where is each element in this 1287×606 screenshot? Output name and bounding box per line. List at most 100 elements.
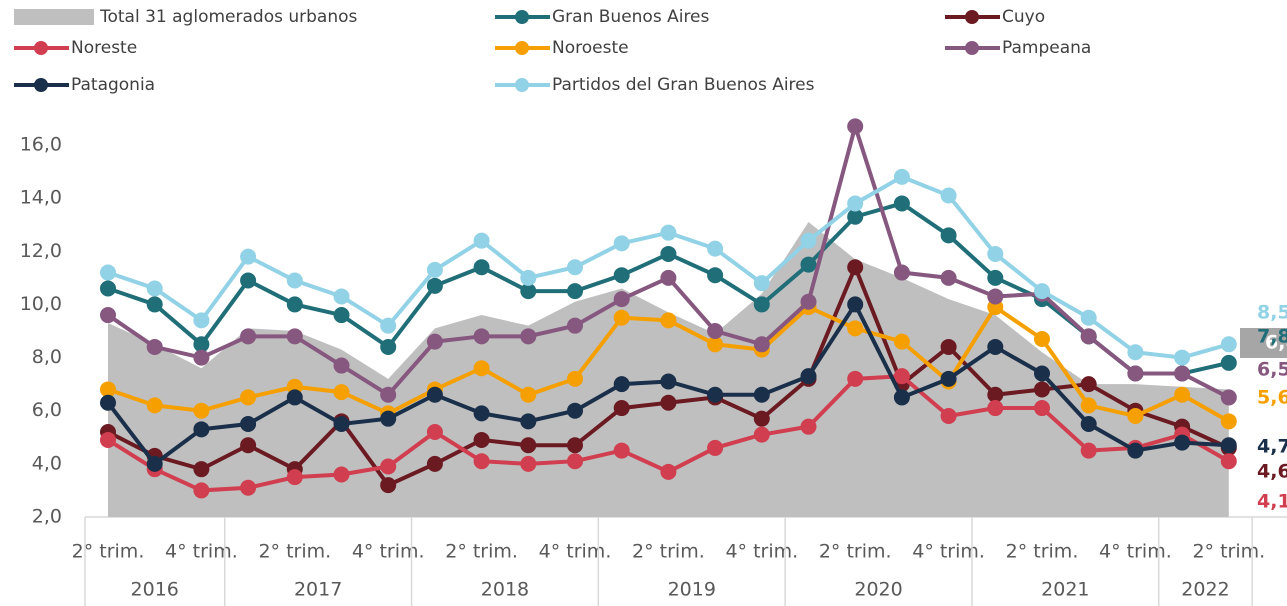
point (613, 442, 630, 459)
legend-label: Noroeste (552, 38, 629, 58)
point (520, 413, 537, 430)
point (380, 477, 397, 494)
point (660, 224, 677, 241)
year-label: 2016 (131, 579, 179, 601)
point (940, 227, 957, 244)
point (193, 482, 210, 499)
point (707, 323, 724, 339)
point (380, 458, 397, 475)
point (520, 437, 537, 454)
point (1080, 309, 1097, 326)
point (613, 376, 630, 393)
point (193, 336, 210, 353)
point (286, 469, 303, 486)
x-tick-label: 2° trim. (72, 541, 145, 563)
point (286, 328, 303, 345)
point (240, 437, 257, 454)
point (473, 232, 490, 249)
point (1080, 376, 1097, 393)
point (193, 421, 210, 438)
point (286, 296, 303, 313)
point (100, 264, 116, 281)
point (893, 368, 910, 385)
legend-label: Total 31 aglomerados urbanos (99, 7, 358, 27)
point (893, 168, 910, 185)
point (1174, 434, 1191, 451)
point (707, 336, 724, 353)
point (707, 386, 724, 403)
point (893, 195, 910, 212)
point (1034, 381, 1050, 398)
point (940, 370, 957, 387)
point (847, 320, 864, 337)
end-label: 7,8 (1257, 326, 1287, 348)
year-label: 2018 (481, 579, 529, 601)
point (240, 416, 257, 432)
point (707, 439, 724, 456)
point (1034, 330, 1050, 347)
point (987, 245, 1004, 262)
year-label: 2017 (294, 579, 342, 601)
point (567, 370, 583, 387)
point (1174, 365, 1191, 382)
legend-swatch (515, 10, 529, 24)
legend-label: Cuyo (1002, 7, 1045, 27)
point (613, 309, 630, 326)
point (100, 280, 116, 297)
point (426, 261, 443, 278)
point (847, 118, 864, 135)
point (520, 386, 537, 403)
y-tick-label: 6,0 (32, 399, 62, 421)
point (707, 240, 724, 257)
year-label: 2020 (854, 579, 902, 601)
point (940, 338, 957, 355)
point (753, 275, 770, 292)
point (660, 245, 677, 262)
point (286, 389, 303, 406)
point (613, 291, 630, 308)
point (240, 328, 257, 345)
legend-label: Partidos del Gran Buenos Aires (552, 75, 815, 95)
point (333, 357, 350, 374)
point (940, 269, 957, 286)
point (893, 264, 910, 281)
point (1220, 437, 1237, 454)
point (753, 386, 770, 403)
y-tick-label: 14,0 (20, 187, 62, 209)
point (240, 248, 257, 265)
point (660, 394, 677, 411)
legend-swatch (515, 41, 529, 55)
point (660, 269, 677, 286)
point (240, 389, 257, 406)
point (567, 437, 583, 454)
end-label: 6,5 (1257, 359, 1287, 381)
point (893, 333, 910, 350)
point (146, 455, 163, 472)
x-tick-label: 2° trim. (445, 541, 518, 563)
point (987, 400, 1004, 417)
y-tick-label: 12,0 (20, 240, 62, 262)
point (893, 389, 910, 406)
point (426, 277, 443, 294)
point (146, 338, 163, 355)
point (333, 288, 350, 305)
point (1220, 336, 1237, 353)
x-tick-label: 2° trim. (819, 541, 892, 563)
area (108, 222, 1229, 518)
point (426, 333, 443, 350)
point (473, 360, 490, 377)
point (847, 259, 864, 276)
legend-swatch (965, 41, 979, 55)
point (520, 328, 537, 345)
point (333, 466, 350, 483)
point (473, 431, 490, 448)
point (940, 408, 957, 425)
point (753, 410, 770, 427)
end-label: 4,7 (1257, 436, 1287, 458)
y-tick-label: 16,0 (20, 134, 62, 156)
point (1080, 397, 1097, 414)
x-tick-label: 4° trim. (352, 541, 425, 563)
end-label-box (1240, 328, 1287, 358)
point (1127, 365, 1144, 382)
year-label: 2022 (1181, 579, 1229, 601)
